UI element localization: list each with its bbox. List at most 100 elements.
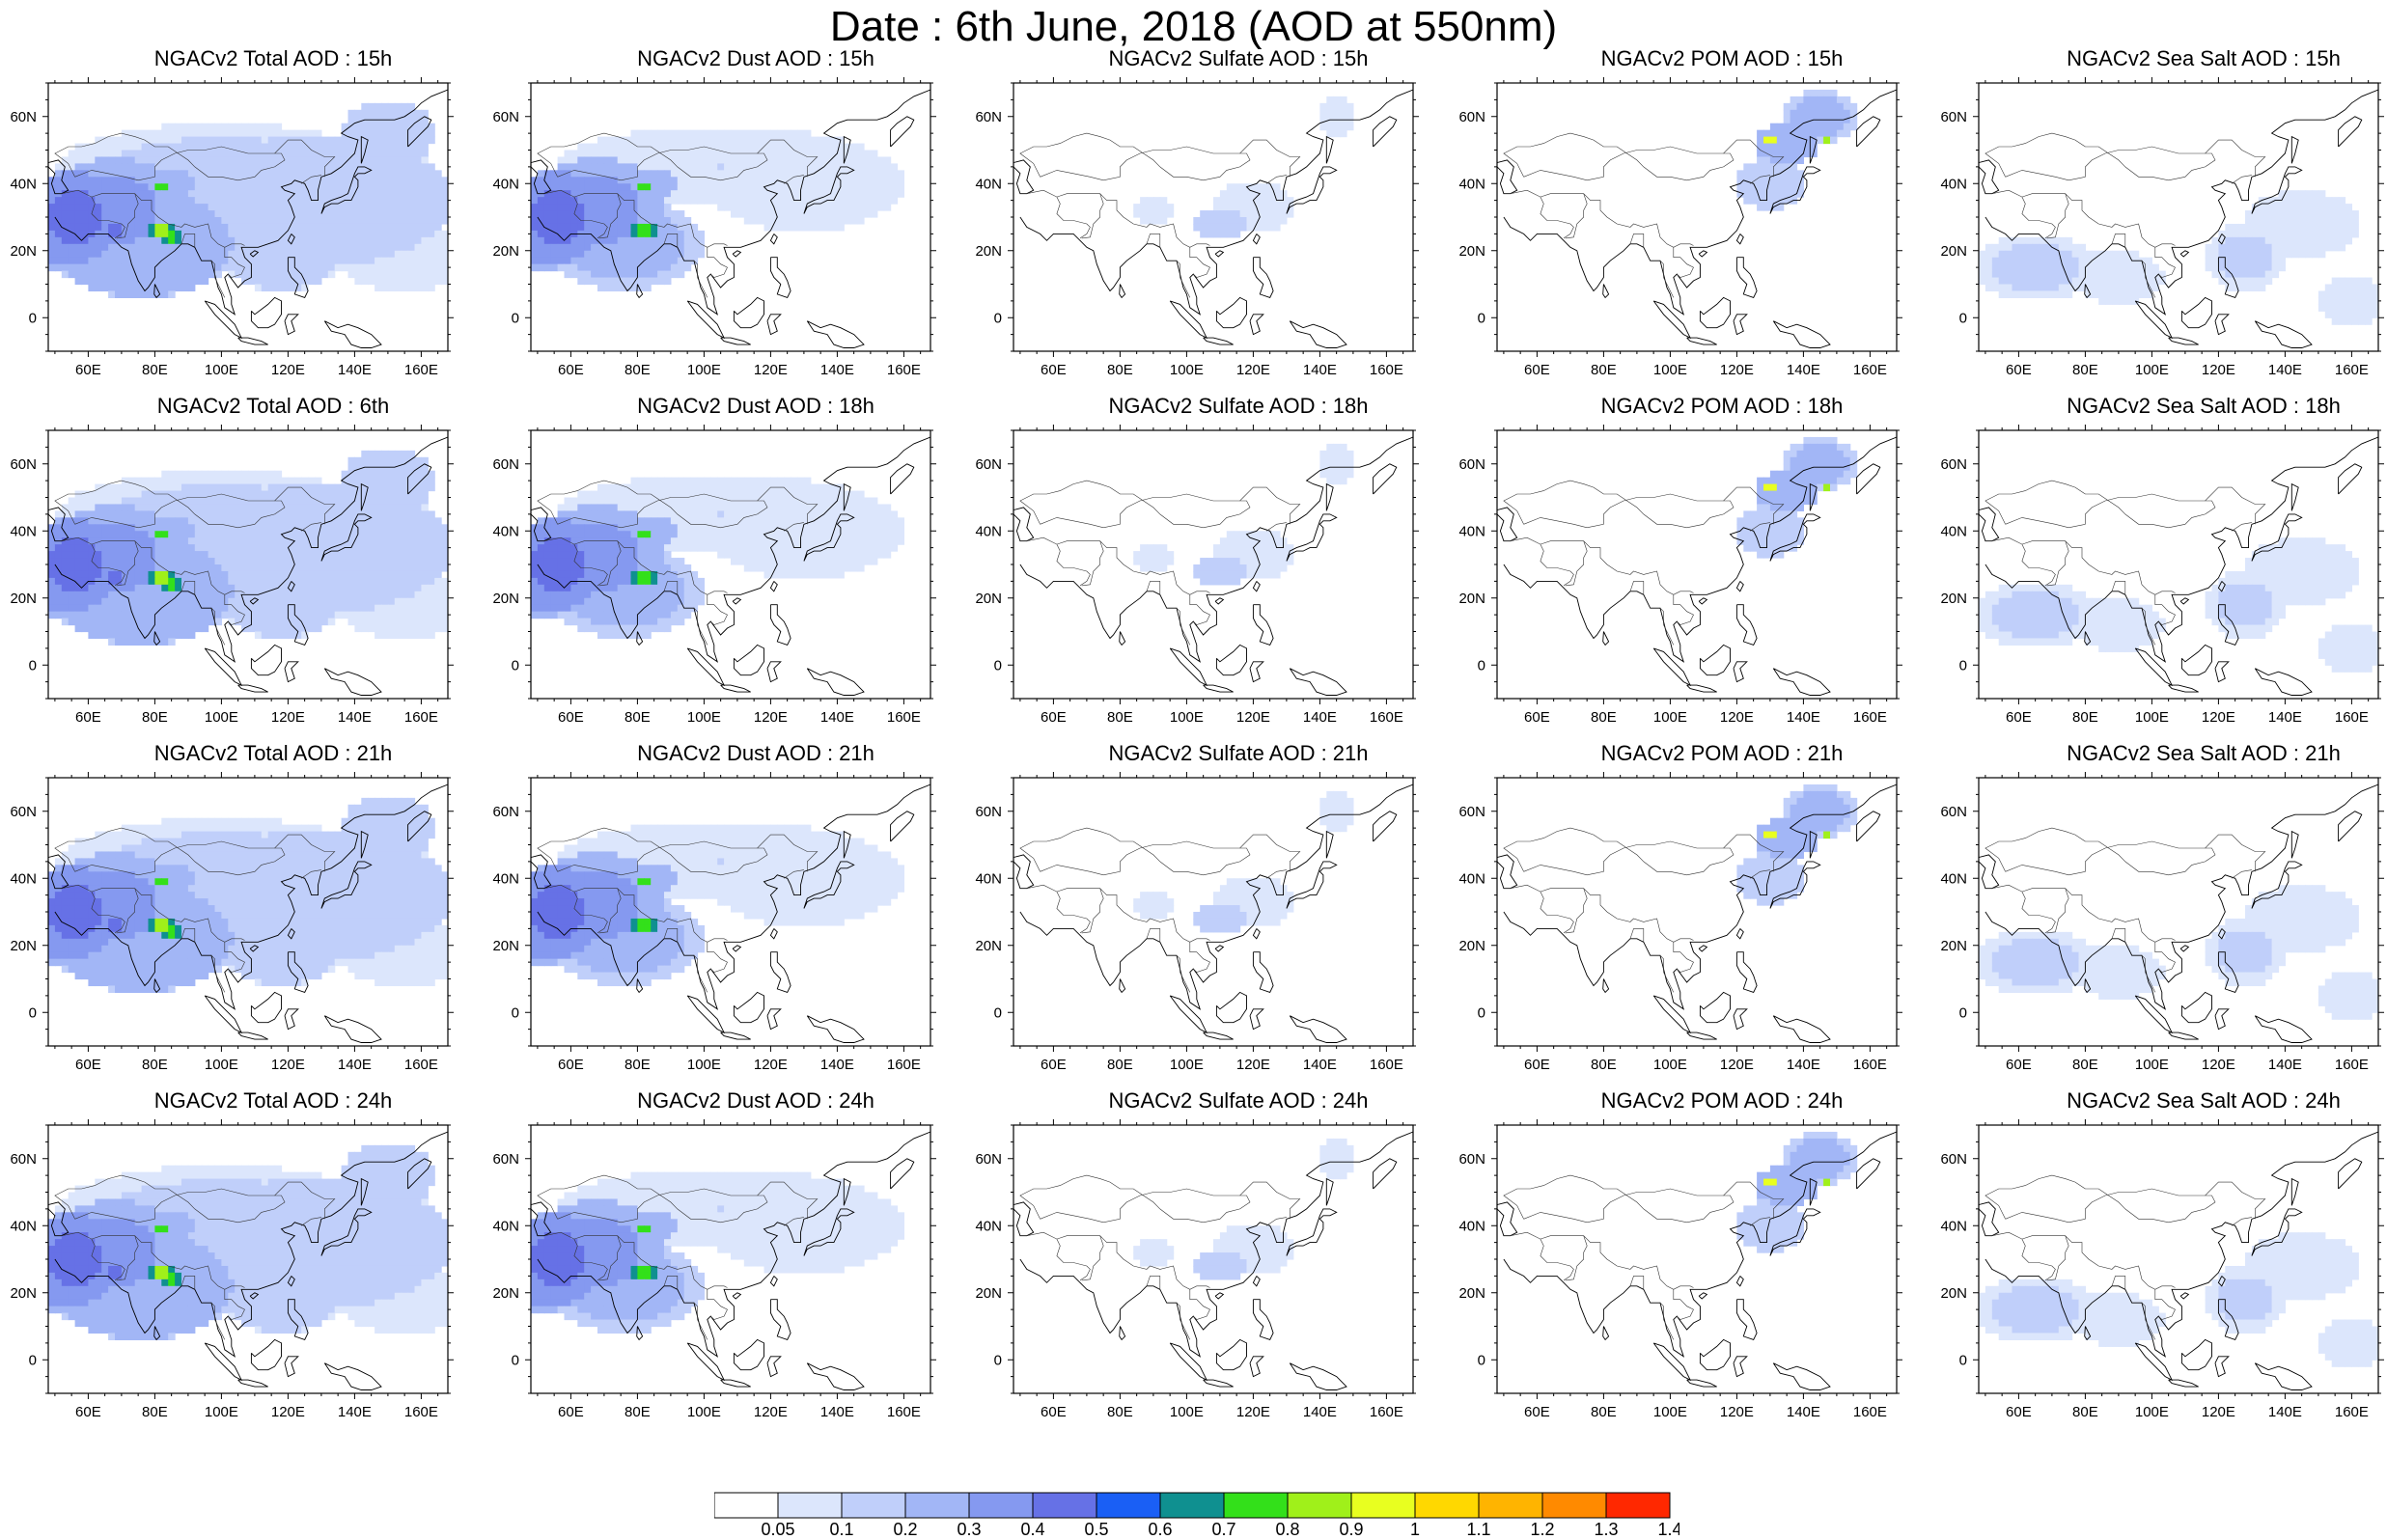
- map-panel-total-15h: 60E 80E 100E 120E 140E 160E 60N 40N 20N 0 NGACv2 T…: [10, 46, 500, 378]
- aod-cell: [54, 517, 63, 525]
- aod-cell: [288, 150, 295, 158]
- aod-cell: [1998, 236, 2007, 245]
- aod-cell: [161, 510, 169, 518]
- aod-cell: [651, 263, 658, 272]
- aod-cell: [361, 143, 369, 151]
- aod-field: [1497, 83, 1897, 351]
- aod-cell: [148, 250, 155, 259]
- aod-cell: [2158, 277, 2166, 286]
- aod-cell: [308, 584, 316, 592]
- aod-cell: [2218, 263, 2226, 272]
- aod-cell: [407, 558, 416, 565]
- aod-cell: [274, 123, 283, 131]
- aod-cell: [537, 197, 545, 205]
- aod-cell: [2324, 223, 2333, 232]
- border-line: [1026, 189, 1210, 248]
- aod-cell: [2331, 236, 2340, 245]
- aod-cell: [88, 604, 96, 613]
- aod-cell: [2225, 243, 2233, 252]
- aod-cell: [354, 204, 362, 211]
- aod-cell: [683, 143, 692, 151]
- border-line: [2154, 247, 2176, 278]
- border-line: [1189, 247, 1210, 278]
- aod-cell: [214, 483, 222, 492]
- aod-cell: [315, 170, 322, 178]
- aod-cell: [154, 504, 162, 511]
- aod-cell: [134, 477, 143, 485]
- aod-cell: [637, 163, 645, 171]
- aod-cell: [327, 584, 336, 592]
- aod-cell: [161, 537, 169, 545]
- aod-cell: [361, 604, 369, 613]
- aod-cell: [121, 236, 129, 245]
- aod-cell: [550, 217, 559, 225]
- aod-cell: [1152, 210, 1161, 218]
- aod-cell: [2345, 284, 2352, 292]
- aod-cell: [2032, 243, 2040, 252]
- aod-cell: [48, 531, 56, 538]
- aod-cell: [141, 537, 150, 545]
- aod-cell: [214, 570, 222, 579]
- aod-cell: [235, 197, 242, 205]
- aod-cell: [2258, 250, 2266, 259]
- aod-cell: [347, 497, 355, 506]
- aod-cell: [315, 129, 322, 138]
- aod-cell: [181, 584, 189, 592]
- aod-cell: [88, 524, 96, 532]
- aod-cell: [115, 483, 123, 492]
- aod-cell: [127, 584, 136, 592]
- aod-cell: [591, 230, 598, 238]
- aod-cell: [2285, 230, 2292, 238]
- aod-cell: [677, 270, 685, 279]
- aod-cell: [208, 183, 216, 191]
- aod-cell: [2045, 290, 2053, 298]
- aod-cell: [68, 204, 76, 211]
- aod-cell: [717, 150, 725, 158]
- aod-cell: [115, 504, 123, 511]
- aod-cell: [591, 277, 598, 286]
- aod-cell: [407, 463, 416, 472]
- aod-cell: [168, 558, 176, 565]
- aod-cell: [2071, 270, 2080, 279]
- aod-cell: [770, 163, 778, 171]
- aod-cell: [161, 551, 169, 559]
- aod-cell: [830, 183, 838, 191]
- aod-cell: [584, 183, 592, 191]
- aod-cell: [610, 150, 619, 158]
- aod-cell: [327, 510, 336, 518]
- aod-cell: [154, 230, 162, 238]
- aod-cell: [401, 156, 409, 164]
- aod-cell: [267, 250, 276, 259]
- aod-cell: [74, 190, 83, 198]
- aod-cell: [683, 217, 692, 225]
- aod-cell: [1346, 123, 1354, 131]
- aod-cell: [1783, 150, 1791, 158]
- aod-cell: [54, 597, 63, 606]
- aod-cell: [175, 570, 182, 579]
- aod-cell: [428, 284, 435, 292]
- aod-cell: [1796, 183, 1804, 191]
- aod-cell: [617, 210, 625, 218]
- aod-cell: [221, 537, 229, 545]
- aod-cell: [241, 570, 249, 579]
- aod-cell: [375, 236, 382, 245]
- aod-cell: [1253, 217, 1261, 225]
- aod-cell: [74, 517, 83, 525]
- aod-cell: [368, 577, 375, 586]
- aod-cell: [267, 230, 276, 238]
- aod-cell: [421, 109, 429, 118]
- coastline: [250, 296, 282, 329]
- aod-cell: [2092, 284, 2099, 292]
- aod-cell: [341, 177, 349, 184]
- aod-cell: [421, 136, 429, 145]
- aod-cell: [2358, 297, 2366, 305]
- aod-cell: [644, 223, 652, 232]
- aod-cell: [254, 504, 263, 511]
- aod-cell: [2351, 223, 2359, 232]
- aod-cell: [584, 243, 592, 252]
- aod-cell: [407, 504, 416, 511]
- aod-cell: [664, 257, 672, 265]
- aod-cell: [603, 284, 612, 292]
- aod-cell: [294, 284, 302, 292]
- aod-cell: [1346, 109, 1354, 118]
